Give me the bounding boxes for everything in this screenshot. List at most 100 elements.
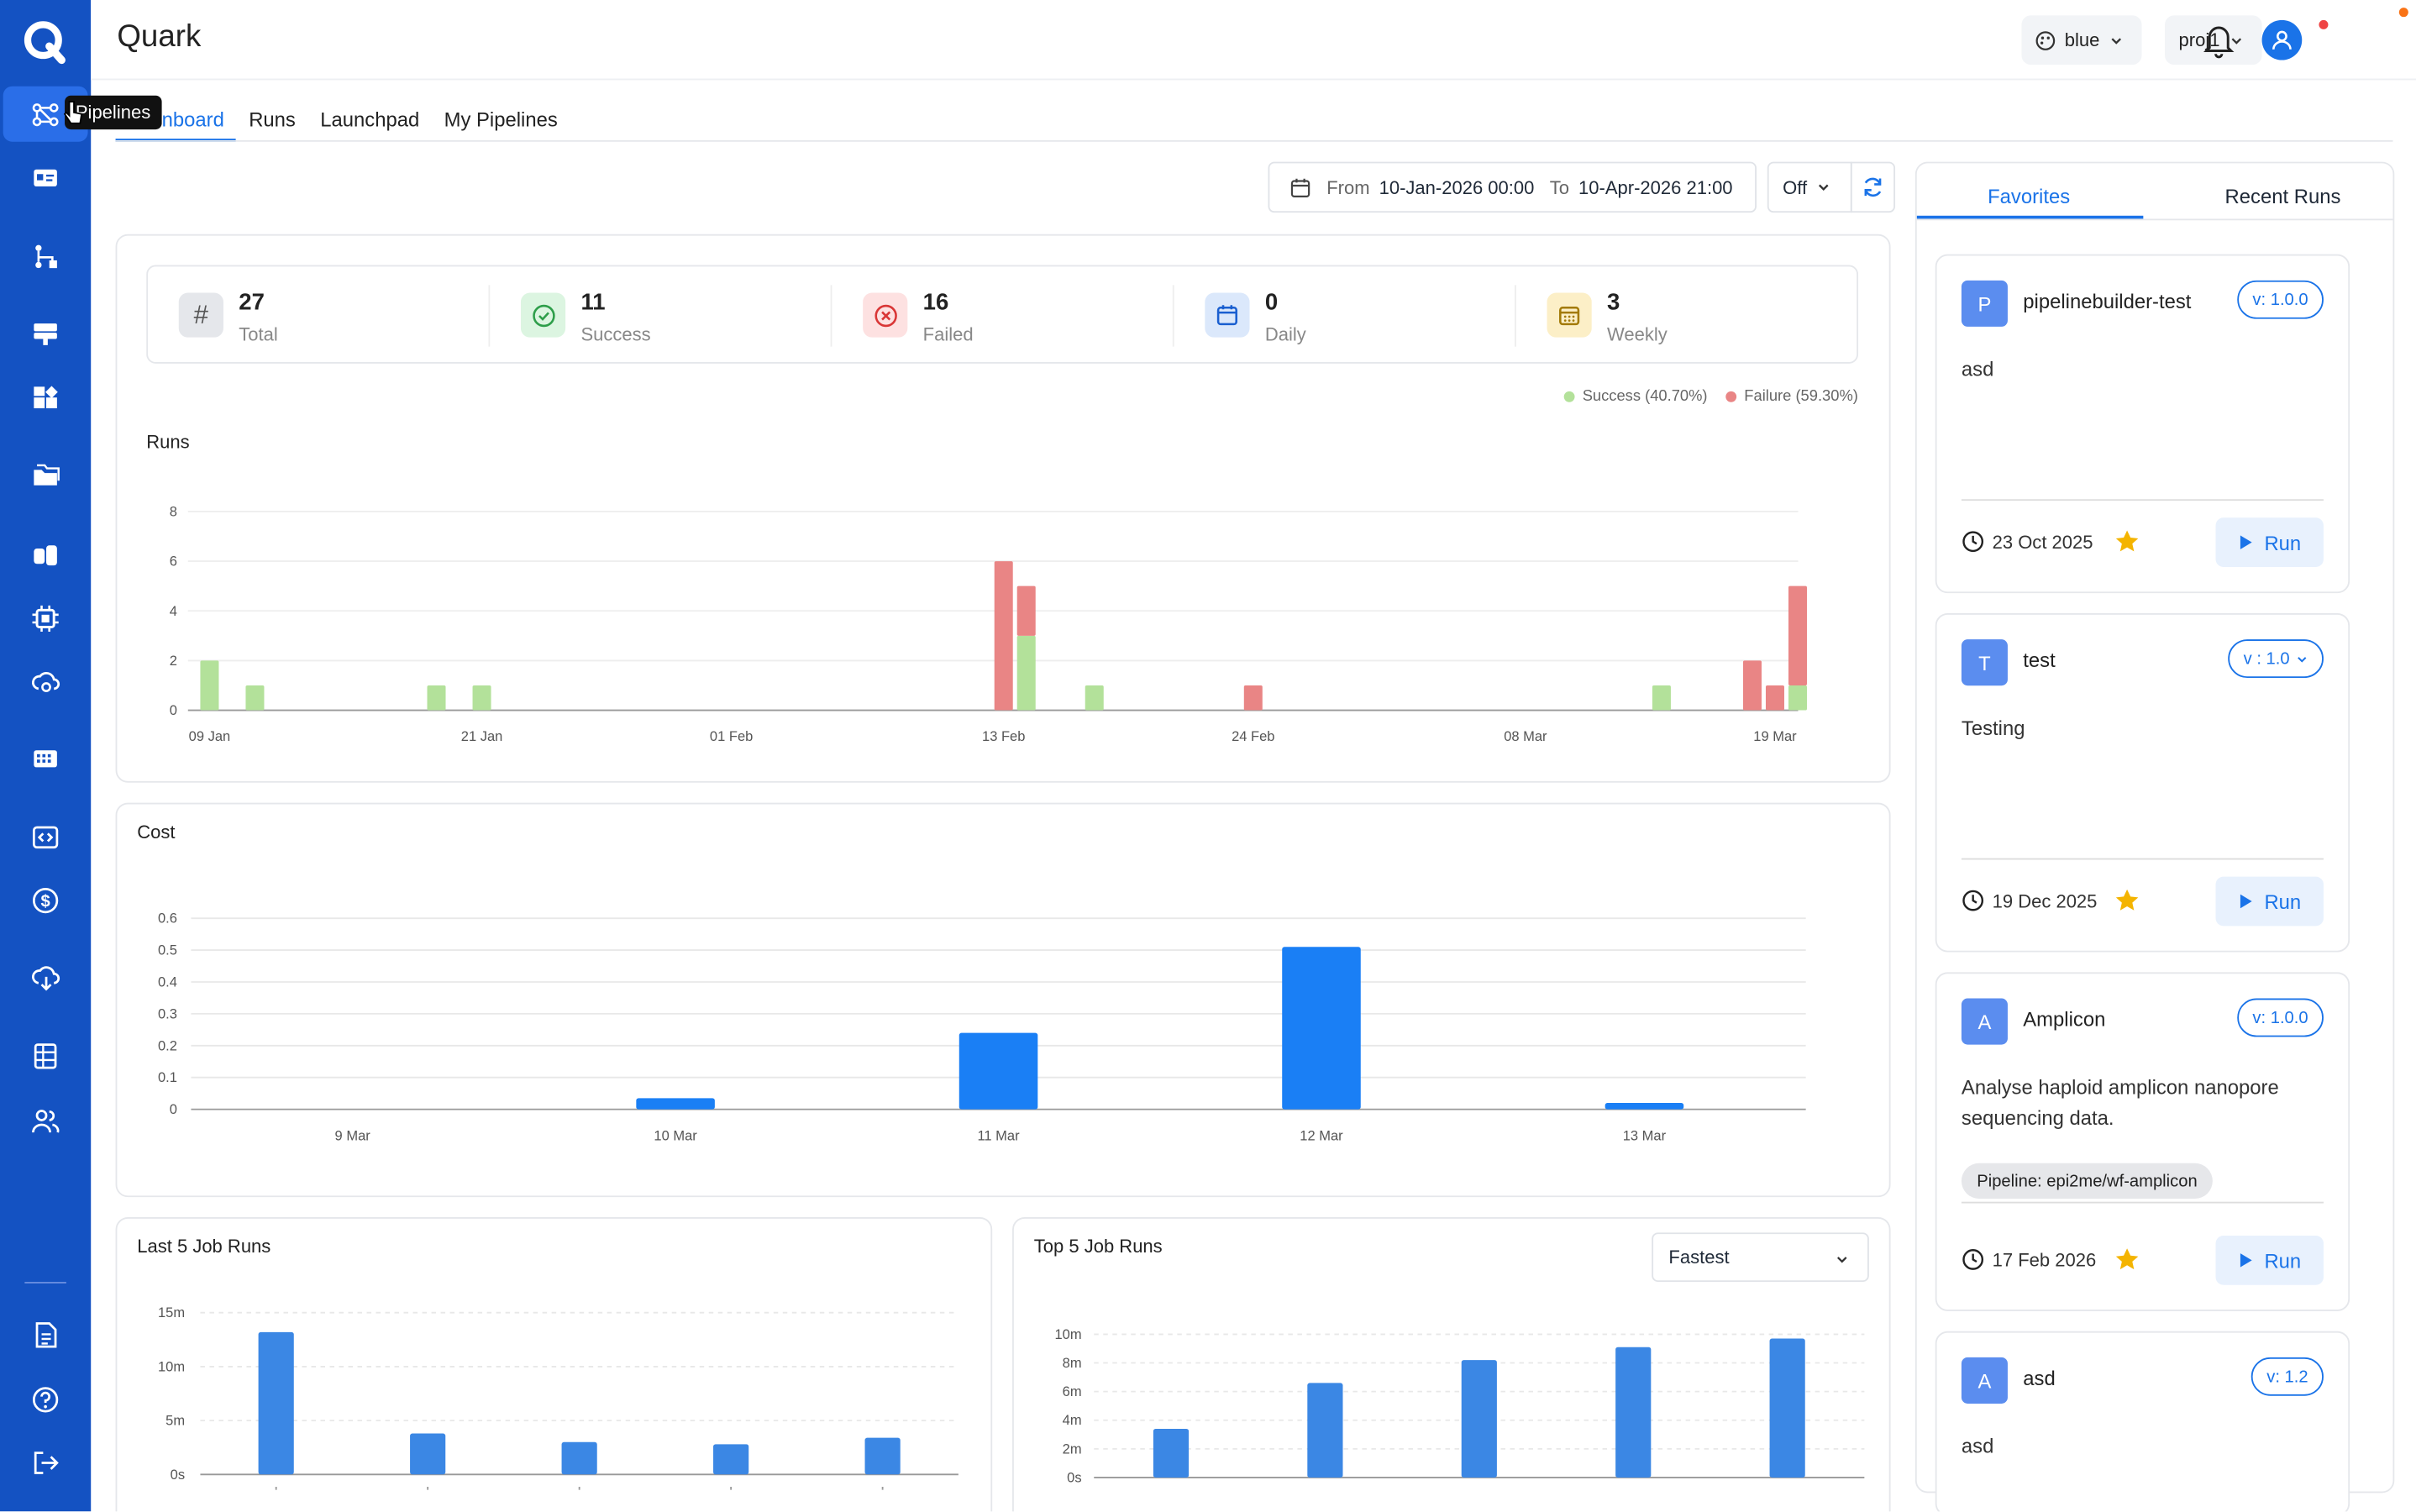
run-button[interactable]: Run (2215, 517, 2324, 567)
stat-value: 11 (580, 289, 606, 317)
y-tick-label: 0.6 (158, 911, 177, 927)
sidebar-item-cloud-settings[interactable] (0, 654, 91, 709)
stat-value: 0 (1264, 289, 1279, 317)
sidebar-item-server[interactable] (0, 305, 91, 360)
x-tick-label: 19 Mar (1753, 729, 1797, 744)
sidebar-item-help[interactable] (0, 1371, 91, 1426)
tab-recent-runs[interactable]: Recent Runs (2224, 185, 2341, 208)
workflow-icon (35, 244, 57, 268)
bar-success (200, 660, 219, 711)
widgets-icon (34, 385, 58, 408)
legend-swatch (1563, 391, 1575, 402)
run-label: Run (2264, 1248, 2302, 1273)
x-tick-label: 11 Mar (977, 1128, 1020, 1143)
chevron-down-icon (1836, 1257, 1847, 1263)
chevron-down-icon (2110, 37, 2121, 44)
tab-launchpad[interactable]: Launchpad (320, 108, 420, 131)
pipeline-name[interactable]: asd (2023, 1366, 2056, 1390)
tab-favorites[interactable]: Favorites (1988, 185, 2071, 208)
tab-dashboard[interactable]: nboard (115, 105, 237, 142)
pipelines-icon (32, 102, 59, 126)
user-avatar[interactable] (2261, 19, 2303, 60)
calendar-icon (1290, 177, 1310, 197)
version-select[interactable]: v: 1.2 (2251, 1357, 2324, 1396)
refresh-button[interactable] (1850, 161, 1896, 213)
hand-cursor-icon (63, 101, 83, 124)
pipeline-description: asd (1961, 357, 1994, 381)
stat-label: Weekly (1607, 323, 1668, 345)
runs-chart: 0 2 4 6 8 09 Jan 21 Jan 01 Feb 13 Feb 24 Feb 08 Ma… (170, 504, 1807, 744)
sidebar-item-cloud-download[interactable] (0, 949, 91, 1005)
run-button[interactable]: Run (2215, 1236, 2324, 1285)
bar-failure (1742, 660, 1762, 711)
legend-failure[interactable]: Failure (59.30%) (1725, 388, 1858, 405)
y-tick-label: 0.5 (158, 943, 177, 958)
x-tick-label: 24 Feb (1232, 729, 1274, 744)
pipeline-name[interactable]: pipelinebuilder-test (2023, 289, 2192, 313)
version-select[interactable]: v: 1.0.0 (2237, 280, 2324, 319)
sidebar-item-dollar[interactable]: $ (0, 872, 91, 927)
sidebar-item-users[interactable] (0, 1092, 91, 1147)
y-tick-label: 2m (1063, 1441, 1082, 1457)
sidebar: $ (0, 0, 92, 1512)
auto-refresh-value: Off (1783, 176, 1808, 198)
svg-text:$: $ (40, 891, 50, 910)
sidebar-item-table[interactable] (0, 1027, 91, 1083)
bar-failure (1788, 585, 1807, 685)
project-selector[interactable]: proj1 (2165, 15, 2262, 66)
star-icon[interactable] (2114, 887, 2140, 913)
sidebar-item-widgets[interactable] (0, 370, 91, 425)
toggle-icon (34, 544, 57, 565)
sidebar-item-keyboard[interactable] (0, 730, 91, 785)
theme-selector[interactable]: blue (2021, 15, 2142, 66)
x-tick-label: 01 Feb (710, 729, 753, 744)
bar-success (245, 685, 265, 711)
pipeline-name[interactable]: Amplicon (2023, 1007, 2106, 1032)
bar-failure (1016, 585, 1036, 636)
hash-icon: # (178, 292, 223, 338)
y-tick-label: 2 (170, 654, 177, 669)
sidebar-item-logout[interactable] (0, 1435, 91, 1490)
play-icon (2240, 894, 2251, 909)
star-icon[interactable] (2114, 528, 2140, 554)
pipeline-name[interactable]: test (2023, 648, 2056, 672)
version-select[interactable]: v : 1.0 (2228, 639, 2324, 679)
stat-label: Failed (922, 323, 974, 345)
sidebar-item-chip[interactable] (0, 590, 91, 645)
card-divider (1961, 1201, 2324, 1204)
sidebar-item-workflow[interactable] (0, 228, 91, 283)
tab-runs[interactable]: Runs (249, 108, 296, 131)
legend-success[interactable]: Success (40.70%) (1563, 388, 1708, 405)
y-tick-label: 10m (1054, 1327, 1081, 1342)
users-icon (32, 1109, 60, 1132)
y-tick-label: 0.3 (158, 1006, 177, 1021)
check-circle-icon (520, 292, 566, 338)
pipeline-chip: Pipeline: epi2me/wf-amplicon (1961, 1163, 2214, 1199)
x-circle-icon (863, 292, 908, 338)
quark-logo-icon[interactable] (20, 17, 70, 66)
top5-sort-value: Fastest (1668, 1246, 1730, 1268)
star-icon[interactable] (2114, 1247, 2140, 1273)
sidebar-item-id-card[interactable] (0, 150, 91, 205)
sidebar-item-document[interactable] (0, 1306, 91, 1362)
stat-divider (1514, 285, 1516, 347)
cost-chart-title: Cost (137, 821, 176, 843)
favorite-card[interactable]: A Amplicon v: 1.0.0 Analyse haploid amplico… (1935, 972, 2350, 1311)
from-value: 10-Jan-2026 00:00 (1379, 176, 1535, 198)
tab-my-pipelines[interactable]: My Pipelines (444, 108, 558, 131)
theme-label: blue (2064, 29, 2100, 51)
notification-bell-icon[interactable] (2202, 22, 2235, 59)
top5-sort-select[interactable]: Fastest (1652, 1232, 1869, 1283)
sidebar-item-toggle[interactable] (0, 527, 91, 582)
sidebar-item-code[interactable] (0, 809, 91, 864)
table-icon (34, 1042, 57, 1068)
date-range-picker[interactable]: From 10-Jan-2026 00:00 To 10-Apr-2026 21… (1268, 161, 1757, 213)
sidebar-item-folder[interactable] (0, 447, 91, 502)
auto-refresh-select[interactable]: Off (1767, 161, 1852, 213)
run-button[interactable]: Run (2215, 876, 2324, 927)
version-select[interactable]: v: 1.0.0 (2237, 998, 2324, 1037)
project-label: proj1 (2178, 29, 2220, 51)
